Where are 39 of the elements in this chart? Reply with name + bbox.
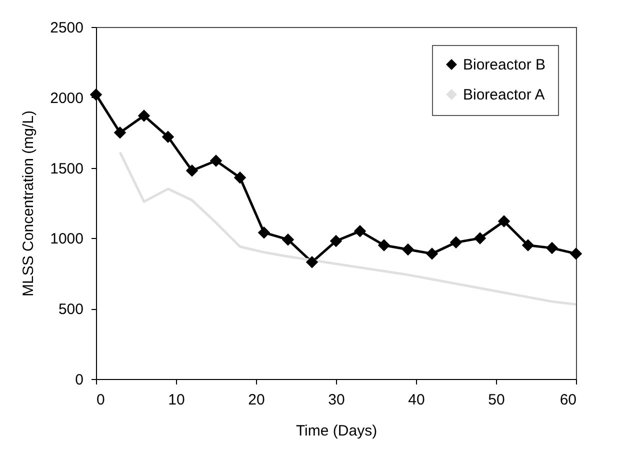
y-tick-label: 2500 [50,20,84,36]
point [330,234,342,248]
x-tick-label: 40 [408,392,425,408]
point [138,110,150,122]
point [498,215,510,228]
x-tick-label: 20 [248,392,265,408]
point [402,243,414,256]
x-tick-label: 10 [168,392,185,408]
point [234,172,246,184]
x-axis-title: Time (Days) [296,422,378,440]
x-tick-label: 0 [96,392,105,408]
point [306,256,318,268]
point [210,154,222,167]
point [162,130,174,143]
point [354,225,366,238]
point [282,233,294,246]
x-tick-label: 50 [488,392,505,408]
point [570,248,582,260]
x-tick-label: 60 [560,392,576,408]
y-tick-label: 1000 [50,230,84,248]
y-tick-label: 0 [75,372,84,388]
line-series [118,151,578,306]
point [522,239,534,252]
point [258,226,270,239]
point [114,126,126,139]
y-tick-label: 500 [58,301,84,318]
y-axis-title: MLSS Concentration (mg/L) [20,110,38,296]
x-tick-label: 30 [328,392,345,408]
legend-label: Bioreactor B [463,56,546,74]
point [474,232,486,244]
point [186,164,198,177]
point [426,248,438,260]
point [546,242,558,254]
point [90,88,102,101]
point [450,236,462,249]
y-tick-label: 2000 [50,90,84,107]
point [378,239,390,252]
legend-label: Bioreactor A [463,86,545,104]
y-tick-label: 1500 [50,160,84,178]
